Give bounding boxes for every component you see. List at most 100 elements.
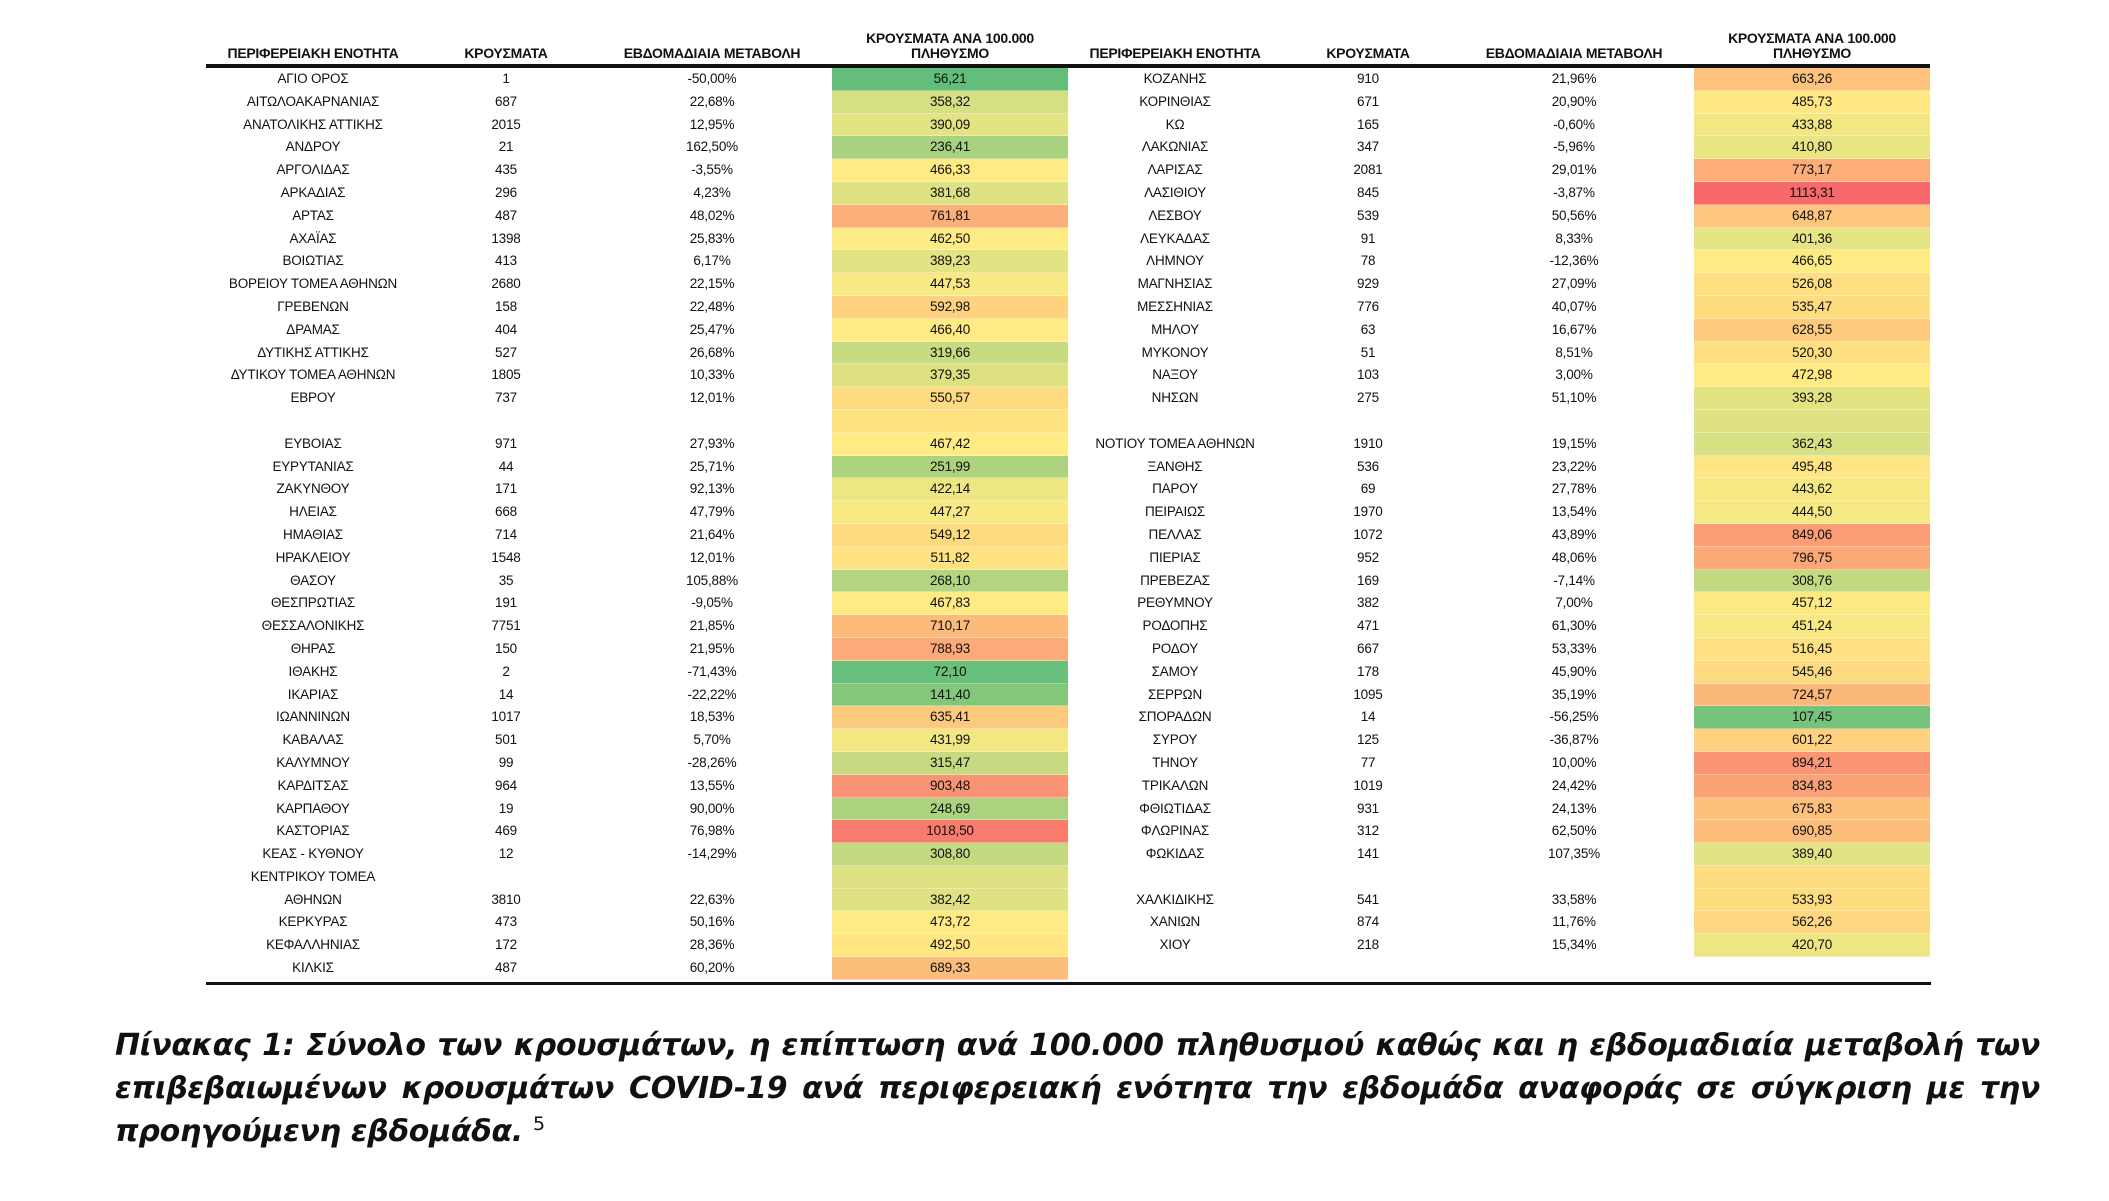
- rate-cell: 535,47: [1694, 295, 1930, 319]
- weekly-change-cell: 20,90%: [1551, 93, 1597, 109]
- weekly-change-cell: 6,17%: [693, 253, 731, 269]
- region-name-cell: ΜΗΛΟΥ: [1151, 321, 1199, 337]
- rate-cell: 533,93: [1694, 888, 1930, 912]
- weekly-change-cell: 5,70%: [693, 732, 731, 748]
- cases-cell: 172: [495, 937, 517, 953]
- table-row: ΘΕΣΠΡΩΤΙΑΣ 191 -9,05% 467,83: [206, 592, 1068, 616]
- table-row: ΗΜΑΘΙΑΣ 714 21,64% 549,12: [206, 523, 1068, 547]
- weekly-change-cell: 90,00%: [689, 800, 735, 816]
- region-name-cell: ΛΑΣΙΘΙΟΥ: [1144, 184, 1206, 200]
- weekly-change-cell: 27,93%: [689, 435, 735, 451]
- region-name-cell: ΣΕΡΡΩΝ: [1148, 686, 1202, 702]
- region-name-cell: ΗΛΕΙΑΣ: [289, 504, 337, 520]
- rate-cell: 443,62: [1694, 478, 1930, 502]
- weekly-change-cell: 105,88%: [686, 572, 738, 588]
- rate-cell: 516,45: [1694, 637, 1930, 661]
- table-row: ΚΕΑΣ - ΚΥΘΝΟΥ 12 -14,29% 308,80: [206, 843, 1068, 866]
- rate-cell: 251,99: [832, 455, 1068, 479]
- weekly-change-cell: 21,85%: [689, 618, 735, 634]
- weekly-change-cell: 21,95%: [689, 640, 735, 656]
- weekly-change-cell: 50,16%: [689, 914, 735, 930]
- cases-cell: 910: [1357, 71, 1379, 86]
- weekly-change-cell: 62,50%: [1551, 823, 1597, 839]
- table-row: ΦΩΚΙΔΑΣ 141 107,35% 389,40: [1068, 843, 1930, 866]
- table-row: ΚΟΖΑΝΗΣ 910 21,96% 663,26: [1068, 68, 1930, 91]
- region-name-cell: ΠΙΕΡΙΑΣ: [1149, 549, 1201, 565]
- cases-cell: 1019: [1353, 777, 1383, 793]
- table-row: ΕΥΒΟΙΑΣ 971 27,93% 467,42: [206, 432, 1068, 456]
- weekly-change-cell: 51,10%: [1551, 390, 1597, 406]
- region-name-cell: ΒΟΡΕΙΟΥ ΤΟΜΕΑ ΑΘΗΝΩΝ: [228, 276, 398, 292]
- cases-cell: 2: [502, 663, 510, 679]
- weekly-change-cell: 19,15%: [1551, 435, 1597, 451]
- weekly-change-cell: 23,22%: [1551, 458, 1597, 474]
- rate-cell: 903,48: [832, 774, 1068, 798]
- region-name-cell: ΑΝΑΤΟΛΙΚΗΣ ΑΤΤΙΚΗΣ: [243, 116, 383, 132]
- region-name-cell: ΙΩΑΝΝΙΝΩΝ: [276, 709, 350, 725]
- rate-cell: 689,33: [832, 957, 1068, 980]
- header-rate: ΚΡΟΥΣΜΑΤΑ ΑΝΑ 100.000 ΠΛΗΘΥΣΜΟ: [866, 30, 1034, 61]
- table-row: ΣΕΡΡΩΝ 1095 35,19% 724,57: [1068, 683, 1930, 707]
- table-row: ΚΩ 165 -0,60% 433,88: [1068, 113, 1930, 137]
- table-row: ΚΑΛΥΜΝΟΥ 99 -28,26% 315,47: [206, 751, 1068, 775]
- weekly-change-cell: -14,29%: [687, 846, 737, 862]
- cases-cell: 667: [1357, 640, 1379, 656]
- rate-cell: 379,35: [832, 364, 1068, 388]
- region-name-cell: [206, 410, 420, 433]
- cases-cell: 150: [495, 640, 517, 656]
- region-name-cell: ΘΑΣΟΥ: [290, 572, 336, 588]
- rate-cell: 319,66: [832, 341, 1068, 365]
- rate-cell: 894,21: [1694, 751, 1930, 775]
- cases-cell: 21: [498, 139, 514, 155]
- weekly-change-cell: 4,23%: [693, 184, 731, 200]
- region-name-cell: ΚΕΑΣ - ΚΥΘΝΟΥ: [262, 846, 364, 862]
- rate-cell: 492,50: [832, 934, 1068, 958]
- table-row: ΘΗΡΑΣ 150 21,95% 788,93: [206, 637, 1068, 661]
- weekly-change-cell: 21,96%: [1551, 71, 1597, 86]
- cases-cell: 1072: [1353, 526, 1383, 542]
- rate-cell: 675,83: [1694, 797, 1930, 821]
- cases-cell: 347: [1357, 139, 1379, 155]
- cases-cell: 35: [498, 572, 514, 588]
- table-row: ΡΟΔΟΥ 667 53,33% 516,45: [1068, 637, 1930, 661]
- header-cases: ΚΡΟΥΣΜΑΤΑ: [1326, 45, 1410, 61]
- cases-cell: 19: [498, 800, 514, 816]
- rate-cell: 466,40: [832, 318, 1068, 342]
- region-name-cell: ΚΕΦΑΛΛΗΝΙΑΣ: [266, 937, 360, 953]
- region-name-cell: ΚΟΡΙΝΘΙΑΣ: [1139, 93, 1211, 109]
- cases-cell: 2680: [491, 276, 521, 292]
- weekly-change-cell: 33,58%: [1551, 891, 1597, 907]
- weekly-change-cell: 13,54%: [1551, 504, 1597, 520]
- rate-cell: 56,21: [832, 68, 1068, 91]
- region-name-cell: ΞΑΝΘΗΣ: [1147, 458, 1203, 474]
- rate-cell: 466,65: [1694, 250, 1930, 274]
- table-row: ΚΕΦΑΛΛΗΝΙΑΣ 172 28,36% 492,50: [206, 934, 1068, 958]
- region-name-cell: ΝΟΤΙΟΥ ΤΟΜΕΑ ΑΘΗΝΩΝ: [1095, 435, 1255, 451]
- weekly-change-cell: 45,90%: [1551, 663, 1597, 679]
- rate-cell: 141,40: [832, 683, 1068, 707]
- region-name-cell: ΛΕΥΚΑΔΑΣ: [1140, 230, 1210, 246]
- rate-cell: 381,68: [832, 181, 1068, 205]
- table-row: ΤΗΝΟΥ 77 10,00% 894,21: [1068, 751, 1930, 775]
- weekly-change-cell: 76,98%: [689, 823, 735, 839]
- weekly-change-cell: 8,51%: [1555, 344, 1593, 360]
- region-name-cell: ΛΕΣΒΟΥ: [1148, 207, 1202, 223]
- region-name-cell: ΠΡΕΒΕΖΑΣ: [1140, 572, 1210, 588]
- cases-cell: 971: [495, 435, 517, 451]
- cases-cell: 1398: [491, 230, 521, 246]
- cases-cell: 487: [495, 207, 517, 223]
- rate-cell: 473,72: [832, 911, 1068, 935]
- weekly-change-cell: 48,02%: [689, 207, 735, 223]
- table-row: ΚΑΡΠΑΘΟΥ 19 90,00% 248,69: [206, 797, 1068, 821]
- table-body-right: ΚΟΖΑΝΗΣ 910 21,96% 663,26 ΚΟΡΙΝΘΙΑΣ 671 20,90%…: [1068, 68, 1930, 958]
- rate-cell: 628,55: [1694, 318, 1930, 342]
- region-name-cell: ΑΙΤΩΛΟΑΚΑΡΝΑΝΙΑΣ: [246, 93, 380, 109]
- cases-cell: 845: [1357, 184, 1379, 200]
- rate-cell: 451,24: [1694, 615, 1930, 638]
- region-name-cell: ΛΑΚΩΝΙΑΣ: [1141, 139, 1209, 155]
- rate-cell: 401,36: [1694, 227, 1930, 251]
- cases-cell: 469: [495, 823, 517, 839]
- weekly-change-cell: 24,13%: [1551, 800, 1597, 816]
- weekly-change-cell: [1454, 410, 1694, 433]
- rate-cell: 268,10: [832, 569, 1068, 593]
